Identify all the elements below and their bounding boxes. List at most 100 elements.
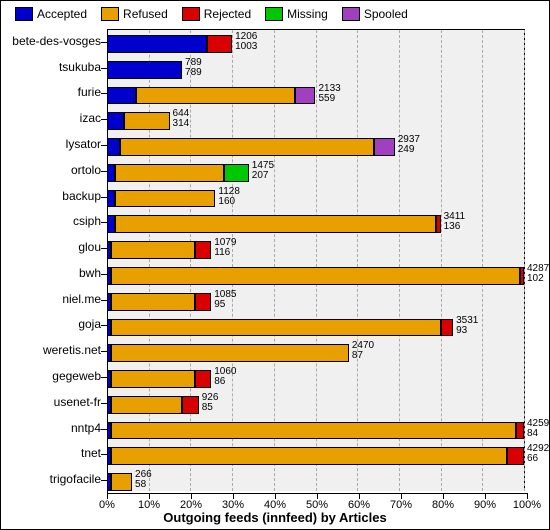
category-label: nntp4 [1, 421, 101, 435]
attempts-value: 93 [456, 326, 478, 336]
legend-item: Refused [101, 7, 168, 21]
category-label: backup [1, 189, 101, 203]
bar-segment [207, 35, 232, 53]
value-labels: 247087 [352, 341, 374, 361]
category-label: goja [1, 317, 101, 331]
legend-swatch [101, 7, 119, 21]
category-label: tsukuba [1, 60, 101, 74]
attempts-value: 207 [252, 171, 274, 181]
bar-segment [516, 422, 524, 440]
bar-row: 2937249 [107, 135, 524, 157]
plot-area: 12061003 789789 2133559 644314 2937249 147520… [107, 29, 525, 491]
bar-segment [120, 138, 374, 156]
category-label: csiph [1, 214, 101, 228]
bar-row: 789789 [107, 58, 524, 80]
bar-segment [107, 112, 124, 130]
grid-line [524, 30, 525, 491]
value-labels: 92685 [202, 393, 219, 413]
value-labels: 644314 [173, 109, 190, 129]
category-label: niel.me [1, 292, 101, 306]
value-labels: 1079116 [214, 238, 236, 258]
value-labels: 3411136 [444, 212, 466, 232]
value-labels: 1128160 [218, 187, 240, 207]
legend-label: Refused [123, 7, 168, 21]
y-axis-line [107, 29, 108, 493]
bar-row: 1475207 [107, 161, 524, 183]
bar-segment [182, 396, 199, 414]
bar-segment [374, 138, 395, 156]
value-labels: 26658 [135, 470, 152, 490]
bar-segment [295, 87, 316, 105]
bar-segment [107, 61, 182, 79]
value-labels: 2937249 [398, 135, 420, 155]
bar-segment [136, 87, 294, 105]
bar-segment [111, 396, 182, 414]
legend-label: Spooled [364, 7, 408, 21]
bar-segment [111, 319, 440, 337]
legend-label: Rejected [204, 7, 251, 21]
category-label: weretis.net [1, 343, 101, 357]
value-labels: 12061003 [235, 32, 257, 52]
attempts-value: 85 [202, 403, 219, 413]
legend-swatch [265, 7, 283, 21]
bar-row: 106086 [107, 367, 524, 389]
bar-segment [124, 112, 170, 130]
bar-row: 644314 [107, 109, 524, 131]
bar-row: 108595 [107, 290, 524, 312]
bar-segment [111, 344, 349, 362]
bar-segment [111, 370, 194, 388]
legend-swatch [15, 7, 33, 21]
bar-row: 2133559 [107, 84, 524, 106]
bar-segment [115, 164, 223, 182]
bar-row: 3411136 [107, 212, 524, 234]
category-label: usenet-fr [1, 395, 101, 409]
bar-segment [111, 447, 507, 465]
bar-segment [111, 422, 515, 440]
bar-segment [111, 267, 520, 285]
bar-segment [107, 164, 115, 182]
attempts-value: 559 [319, 94, 341, 104]
bar-row: 353193 [107, 316, 524, 338]
bar-row: 12061003 [107, 32, 524, 54]
legend-label: Missing [287, 7, 328, 21]
bar-segment [115, 190, 215, 208]
value-labels: 353193 [456, 316, 478, 336]
bar-segment [195, 241, 212, 259]
attempts-value: 84 [527, 429, 549, 439]
bar-row: 429266 [107, 444, 524, 466]
legend-item: Missing [265, 7, 328, 21]
value-labels: 106086 [214, 367, 236, 387]
category-label: ortolo [1, 163, 101, 177]
attempts-value: 314 [173, 119, 190, 129]
bar-segment [107, 35, 207, 53]
attempts-value: 58 [135, 480, 152, 490]
category-label: izac [1, 111, 101, 125]
category-label: gegeweb [1, 369, 101, 383]
value-labels: 2133559 [319, 84, 341, 104]
x-axis-title: Outgoing feeds (innfeed) by Articles [1, 510, 549, 525]
category-label: tnet [1, 446, 101, 460]
legend-swatch [342, 7, 360, 21]
bar-segment [441, 319, 454, 337]
attempts-value: 1003 [235, 42, 257, 52]
bar-segment [111, 293, 194, 311]
bar-segment [520, 267, 524, 285]
category-label: bwh [1, 266, 101, 280]
attempts-value: 116 [214, 248, 236, 258]
bar-segment [224, 164, 249, 182]
bar-segment [107, 215, 115, 233]
category-label: furie [1, 85, 101, 99]
attempts-value: 66 [527, 454, 549, 464]
bar-segment [107, 87, 136, 105]
legend-item: Spooled [342, 7, 408, 21]
bar-segment [436, 215, 440, 233]
attempts-value: 95 [214, 300, 236, 310]
bar-row: 1128160 [107, 187, 524, 209]
bar-segment [111, 241, 194, 259]
value-labels: 108595 [214, 290, 236, 310]
bar-segment [107, 190, 115, 208]
bar-segment [195, 293, 212, 311]
legend-item: Rejected [182, 7, 251, 21]
attempts-value: 86 [214, 377, 236, 387]
attempts-value: 249 [398, 145, 420, 155]
